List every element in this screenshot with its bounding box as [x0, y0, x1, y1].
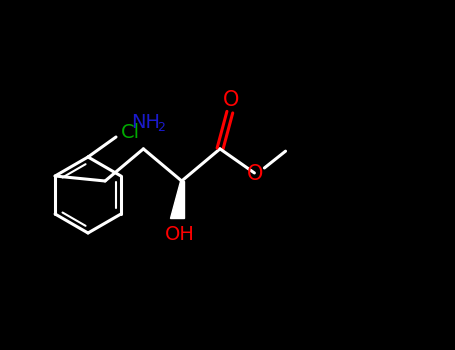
- Text: 2: 2: [157, 121, 165, 134]
- Text: Cl: Cl: [121, 124, 140, 142]
- Text: OH: OH: [165, 225, 195, 245]
- Text: NH: NH: [131, 113, 160, 132]
- Text: O: O: [222, 90, 239, 110]
- Polygon shape: [170, 181, 184, 218]
- Text: O: O: [247, 164, 263, 184]
